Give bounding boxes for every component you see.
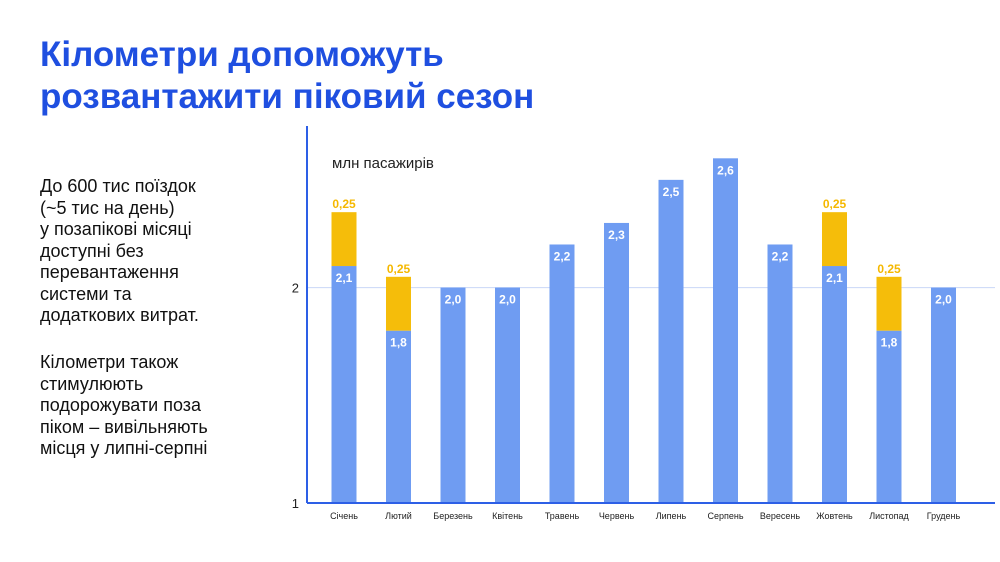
bar-base: [822, 266, 847, 503]
bar-value-label: 2,3: [608, 228, 625, 242]
x-tick-label: Жовтень: [816, 511, 853, 521]
side-line: доступні без: [40, 240, 144, 261]
bar-value-label: 2,5: [663, 185, 680, 199]
bar-base: [386, 330, 411, 503]
bar-extra-label: 0,25: [332, 197, 356, 211]
bar-extra-label: 0,25: [823, 197, 847, 211]
x-labels-layer: Січень Лютий Березень Квітень Травень Червень…: [330, 511, 960, 521]
bar-value-label: 2,0: [445, 293, 462, 307]
bar-base: [549, 244, 575, 503]
x-tick-label: Лютий: [385, 511, 412, 521]
bar-base: [713, 158, 738, 504]
side-line: стимулюють: [40, 373, 144, 394]
bar-base: [440, 287, 466, 503]
bar-value-label: 2,1: [336, 271, 353, 285]
side-line: додаткових витрат.: [40, 305, 199, 325]
bar-base: [931, 287, 956, 503]
x-tick-label: Серпень: [707, 511, 743, 521]
page-title-line-2: розвантажити піковий сезон: [40, 77, 535, 116]
bar-extra: [822, 212, 847, 267]
bar-value-label: 2,2: [554, 249, 571, 263]
x-tick-label: Травень: [545, 511, 580, 521]
page-title: Кілометри допоможуть розвантажити пікови…: [40, 34, 680, 118]
side-line: До 600 тис поїздок: [40, 176, 196, 196]
bar-base: [331, 266, 357, 503]
side-line: системи та: [40, 283, 132, 304]
bar-extra-label: 0,25: [387, 262, 411, 276]
x-tick-label: Червень: [599, 511, 635, 521]
side-line: місця у липні-серпні: [40, 438, 208, 458]
side-line: Кілометри також: [40, 352, 179, 372]
unit-label: млн пасажирів: [332, 155, 434, 172]
side-paragraph-2: Кілометри також стимулюють подорожувати …: [40, 352, 270, 460]
bar-value-label: 2,1: [826, 271, 843, 285]
side-line: подорожувати поза: [40, 395, 202, 415]
bar-value-label: 1,8: [881, 336, 898, 350]
bar-base: [604, 222, 629, 503]
bar-extra: [331, 212, 357, 267]
bar-value-label: 2,2: [772, 249, 789, 263]
bar-extra-label: 0,25: [877, 262, 901, 276]
y-tick-label: 2: [292, 281, 299, 296]
side-line: піком – вивільняють: [40, 416, 208, 437]
y-tick-label: 1: [292, 496, 299, 511]
side-line: (~5 тис на день): [40, 197, 175, 218]
x-tick-label: Грудень: [927, 511, 961, 521]
x-tick-label: Липень: [656, 511, 687, 521]
bars-layer: 0,25 2,1 0,25 1,8 2,0 2,0 2,2 2,3 2,5 2,6 2,2 0,25 2…: [331, 158, 956, 504]
x-tick-label: Січень: [330, 511, 358, 521]
side-line: перевантаження: [40, 262, 179, 282]
x-tick-label: Квітень: [492, 511, 523, 521]
bar-base: [658, 179, 684, 503]
bar-base: [495, 287, 520, 503]
y-ticks-layer: 12: [292, 281, 299, 511]
bar-base: [767, 244, 793, 503]
bar-value-label: 2,0: [499, 293, 516, 307]
bar-value-label: 1,8: [390, 336, 407, 350]
bar-value-label: 2,0: [935, 293, 952, 307]
x-tick-label: Листопад: [869, 511, 909, 521]
bar-extra: [386, 276, 411, 331]
side-line: у позапікові місяці: [40, 219, 192, 239]
x-tick-label: Березень: [433, 511, 473, 521]
side-paragraph-1: До 600 тис поїздок (~5 тис на день) у по…: [40, 176, 270, 327]
bar-extra: [876, 276, 902, 331]
bar-value-label: 2,6: [717, 163, 734, 177]
x-tick-label: Вересень: [760, 511, 800, 521]
bar-base: [876, 330, 902, 503]
page-title-line-1: Кілометри допоможуть: [40, 35, 444, 74]
